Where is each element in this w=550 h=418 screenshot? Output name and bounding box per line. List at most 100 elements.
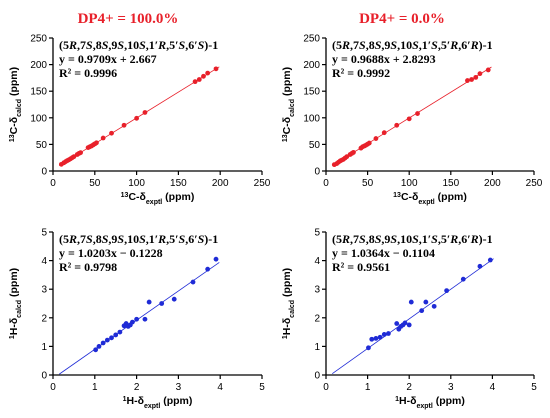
y-tick-label: 150: [303, 87, 320, 98]
x-tick-label: 0: [323, 382, 329, 393]
fit-line: [59, 262, 220, 375]
x-tick-label: 200: [484, 178, 501, 189]
y-tick-label: 2: [314, 313, 320, 324]
x-tick-label: 4: [217, 382, 223, 393]
data-point: [351, 149, 356, 155]
y-tick-label: 1: [41, 342, 47, 353]
y-tick-label: 0: [314, 167, 320, 178]
x-tick-label: 4: [490, 382, 496, 393]
y-tick-label: 50: [36, 140, 48, 151]
x-tick-label: 200: [212, 178, 229, 189]
y-axis-label: 13C-δcalcd (ppm): [8, 67, 23, 142]
x-tick-label: 0: [50, 382, 56, 393]
data-point: [96, 344, 102, 349]
data-point: [386, 331, 391, 336]
annotation-line: (5R,7S,8S,9S,10S,1′S,5′R,6′R)-1: [332, 232, 493, 246]
data-point: [408, 299, 414, 305]
data-point: [190, 279, 196, 285]
x-tick-label: 1: [365, 382, 371, 393]
x-tick-label: 5: [259, 382, 265, 393]
x-tick-label: 5: [531, 382, 537, 393]
annotation-line: y = 1.0364x − 0.1104: [332, 246, 435, 260]
data-point: [113, 332, 119, 338]
fit-line: [332, 258, 494, 375]
y-tick-label: 0: [41, 371, 47, 382]
data-point: [142, 316, 148, 322]
data-point: [171, 296, 177, 302]
data-point: [485, 67, 491, 73]
annotation-line: R² = 0.9996: [59, 66, 117, 80]
data-point: [201, 73, 206, 79]
data-point: [373, 136, 379, 141]
y-tick-label: 100: [30, 113, 47, 124]
y-tick-label: 5: [314, 228, 320, 239]
y-tick-label: 4: [314, 256, 320, 267]
y-axis-label: 13C-δcalcd (ppm): [281, 67, 296, 142]
data-point: [121, 122, 127, 128]
data-point: [205, 266, 211, 272]
data-point: [415, 111, 420, 116]
y-tick-label: 100: [303, 113, 320, 124]
data-point: [377, 334, 383, 340]
data-point: [394, 122, 400, 128]
annotation-line: (5R,7S,8S,9S,10S,1′S,5′R,6′R)-1: [332, 38, 493, 52]
data-point: [100, 340, 106, 346]
data-point: [394, 321, 400, 326]
annotation-line: (5R,7S,8S,9S,10S,1′R,5′S,6′S)-1: [59, 232, 218, 246]
data-point: [196, 77, 202, 82]
annotation-line: y = 0.9709x + 2.667: [59, 52, 157, 66]
x-tick-label: 2: [134, 382, 140, 393]
x-tick-label: 2: [406, 382, 412, 393]
data-point: [487, 257, 493, 263]
data-point: [460, 276, 466, 282]
x-tick-label: 50: [362, 178, 374, 189]
data-point: [104, 337, 110, 343]
data-point: [402, 320, 408, 326]
y-tick-label: 3: [314, 285, 320, 296]
y-tick-label: 0: [41, 167, 47, 178]
data-point: [159, 301, 165, 306]
data-point: [381, 130, 387, 136]
data-point: [134, 115, 140, 121]
data-point: [78, 150, 83, 156]
data-point: [366, 140, 372, 146]
x-tick-label: 100: [128, 178, 145, 189]
x-axis-label: 13C-δexptl (ppm): [121, 191, 195, 206]
data-point: [406, 116, 412, 122]
data-point: [477, 263, 483, 269]
x-tick-label: 250: [526, 178, 543, 189]
data-point: [469, 77, 474, 82]
data-point: [109, 335, 114, 341]
y-tick-label: 50: [309, 140, 321, 151]
y-tick-label: 1: [314, 342, 320, 353]
x-tick-label: 150: [442, 178, 459, 189]
annotation-line: R² = 0.9992: [332, 66, 390, 80]
y-tick-label: 150: [30, 87, 47, 98]
x-tick-label: 150: [170, 178, 187, 189]
y-tick-label: 250: [303, 34, 320, 45]
x-tick-label: 250: [254, 178, 271, 189]
chart-panel-1: 0 50 100 150 200 250 0 50 100 150 200 250 13C-δexptl…: [8, 34, 271, 206]
data-point: [444, 288, 450, 294]
data-point: [192, 79, 198, 85]
annotation-line: R² = 0.9561: [332, 260, 390, 274]
annotation-line: (5R,7S,8S,9S,10S,1′R,5′S,6′S)-1: [59, 38, 218, 52]
data-point: [93, 347, 99, 353]
data-point: [419, 308, 425, 314]
data-point: [406, 322, 412, 328]
data-point: [205, 70, 211, 76]
y-tick-label: 0: [314, 371, 320, 382]
x-tick-label: 50: [89, 178, 101, 189]
y-tick-label: 200: [303, 60, 320, 71]
x-tick-label: 0: [323, 178, 329, 189]
chart-panel-3: 0 1 2 3 4 5 0 1 2 3 4 5 1H-δexptl (ppm) 1H-δcalcd (pp…: [8, 228, 265, 410]
data-point: [369, 336, 375, 342]
fit-line: [332, 66, 492, 166]
x-tick-label: 100: [401, 178, 418, 189]
x-axis-label: 1H-δexptl (ppm): [123, 395, 193, 410]
data-point: [431, 303, 437, 309]
data-point: [213, 66, 219, 72]
x-tick-label: 1: [92, 382, 98, 393]
annotation-line: R² = 0.9798: [59, 260, 117, 274]
data-point: [109, 130, 114, 136]
